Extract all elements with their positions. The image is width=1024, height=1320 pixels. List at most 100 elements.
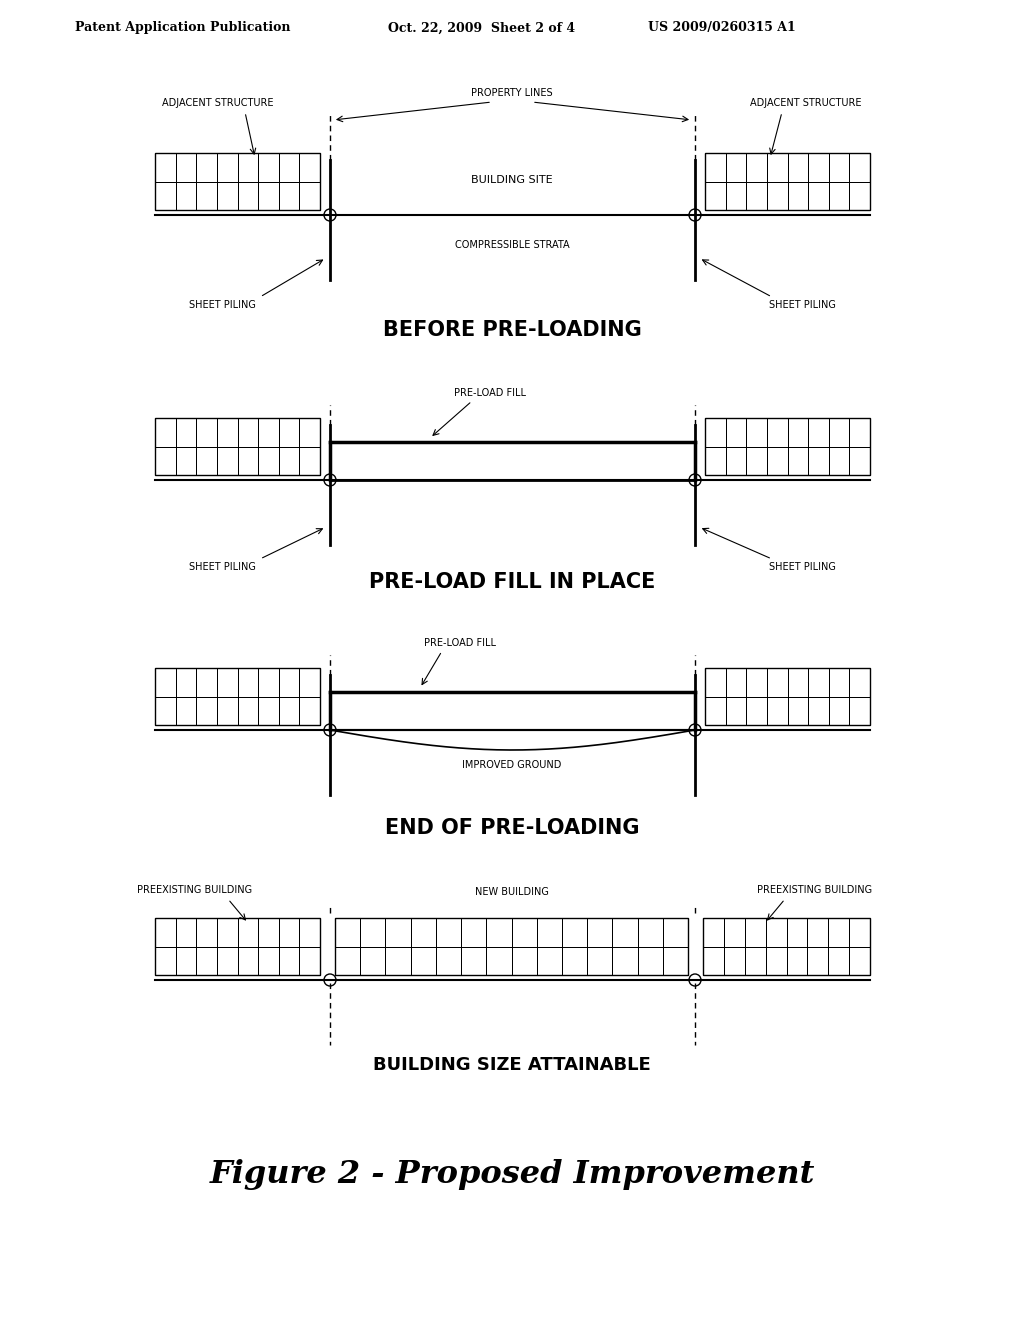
Bar [512,946,537,975]
Bar [746,418,767,446]
Bar [176,181,197,210]
Bar [562,946,587,975]
Bar [746,446,767,475]
Bar [705,668,870,725]
Bar [663,946,688,975]
Bar [705,181,726,210]
Text: PRE-LOAD FILL: PRE-LOAD FILL [454,388,526,399]
Text: PROPERTY LINES: PROPERTY LINES [471,88,553,98]
Bar [705,153,726,181]
Bar [238,446,258,475]
Bar [724,946,744,975]
Bar [808,697,828,725]
Bar [787,697,808,725]
Bar [638,946,663,975]
Bar [486,946,512,975]
Bar [638,917,663,946]
Bar [849,446,870,475]
Bar [537,946,562,975]
Bar [155,181,176,210]
Bar [587,917,612,946]
Bar [767,418,787,446]
Bar [849,917,870,946]
Bar [766,917,786,946]
Bar [155,418,319,475]
Bar [299,697,319,725]
Bar [726,697,746,725]
Bar [335,917,688,975]
Bar [258,946,279,975]
Text: PREEXISTING BUILDING: PREEXISTING BUILDING [758,884,872,895]
Bar [663,917,688,946]
Bar [411,917,436,946]
Bar [849,181,870,210]
Bar [767,153,787,181]
Bar [238,418,258,446]
Bar [299,153,319,181]
Text: NEW BUILDING: NEW BUILDING [475,887,549,898]
Text: SHEET PILING: SHEET PILING [769,562,836,572]
Bar [279,153,299,181]
Bar [155,153,319,210]
Bar [299,446,319,475]
Bar [828,446,849,475]
Bar [537,917,562,946]
Bar [486,917,512,946]
Bar [238,697,258,725]
Bar [176,946,197,975]
Bar [335,946,360,975]
Bar [238,946,258,975]
Text: Patent Application Publication: Patent Application Publication [75,21,291,34]
Bar [279,181,299,210]
Bar [299,668,319,697]
Bar [705,668,726,697]
Text: IMPROVED GROUND: IMPROVED GROUND [462,760,562,770]
Bar [612,946,638,975]
Bar [360,917,385,946]
Bar [787,668,808,697]
Bar [217,946,238,975]
Bar [258,917,279,946]
Bar [849,668,870,697]
Bar [197,153,217,181]
Bar [411,946,436,975]
Bar [828,917,849,946]
Bar [703,946,724,975]
Bar [828,697,849,725]
Bar [767,181,787,210]
Bar [335,917,360,946]
Text: BEFORE PRE-LOADING: BEFORE PRE-LOADING [383,319,641,341]
Bar [808,446,828,475]
Bar [512,917,537,946]
Bar [299,418,319,446]
Bar [808,153,828,181]
Bar [787,181,808,210]
Bar [217,418,238,446]
Bar [279,418,299,446]
Bar [849,418,870,446]
Bar [155,153,176,181]
Text: US 2009/0260315 A1: US 2009/0260315 A1 [648,21,796,34]
Text: ADJACENT STRUCTURE: ADJACENT STRUCTURE [751,98,862,108]
Bar [155,917,319,975]
Bar [726,181,746,210]
Bar [705,697,726,725]
Bar [155,668,176,697]
Bar [808,181,828,210]
Bar [176,153,197,181]
Bar [258,668,279,697]
Bar [155,917,176,946]
Bar [808,418,828,446]
Text: Oct. 22, 2009  Sheet 2 of 4: Oct. 22, 2009 Sheet 2 of 4 [388,21,575,34]
Bar [217,153,238,181]
Bar [238,181,258,210]
Text: SHEET PILING: SHEET PILING [188,300,255,310]
Bar [258,418,279,446]
Bar [279,668,299,697]
Bar [258,446,279,475]
Bar [299,917,319,946]
Bar [258,153,279,181]
Bar [155,946,176,975]
Bar [726,668,746,697]
Bar [238,668,258,697]
